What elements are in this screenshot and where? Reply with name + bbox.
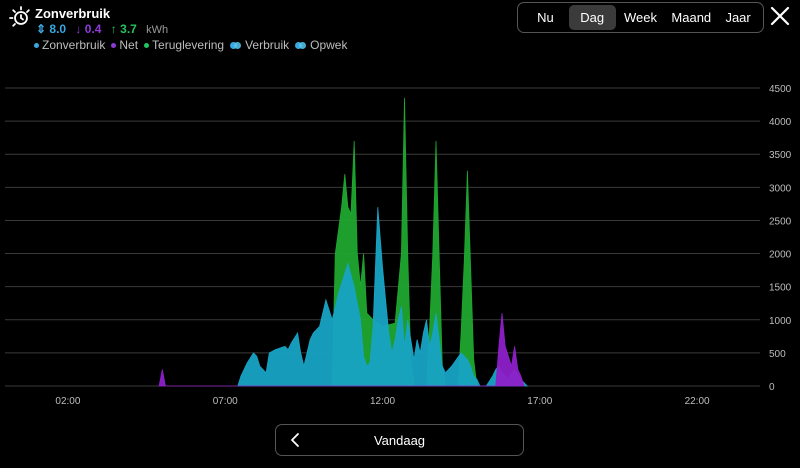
y-tick-label: 4000 (769, 117, 792, 128)
y-tick-label: 3500 (769, 150, 792, 161)
y-tick-label: 2500 (769, 216, 792, 227)
legend-dot-icon (111, 42, 117, 48)
legend-item-teruglevering[interactable]: Teruglevering (144, 38, 224, 52)
series-area-teruglevering (331, 97, 478, 387)
y-tick-label: 3000 (769, 183, 792, 194)
y-tick-label: 4500 (769, 84, 792, 95)
x-tick-label: 02:00 (55, 396, 80, 407)
y-tick-label: 2000 (769, 250, 792, 261)
y-tick-label: 500 (769, 349, 786, 360)
legend-dot-icon (34, 42, 39, 48)
period-navigator: Vandaag (275, 424, 524, 456)
chevron-left-icon[interactable] (286, 430, 306, 450)
legend-label: Opwek (310, 38, 348, 52)
tab-week[interactable]: Week (623, 10, 657, 25)
tab-jaar[interactable]: Jaar (725, 10, 751, 25)
header: Zonverbruik (8, 5, 110, 29)
totals-row: ⇕ 8.0 ↓ 0.4 ↑ 3.7 kWh (36, 22, 171, 36)
y-tick-label: 1500 (769, 283, 792, 294)
series-area-net (158, 313, 525, 387)
total-net: ↓ 0.4 (75, 22, 102, 36)
close-icon[interactable] (768, 4, 792, 28)
y-tick-label: 1000 (769, 316, 792, 327)
legend-item-verbruik[interactable]: Verbruik (230, 38, 289, 52)
y-tick-label: 0 (769, 382, 775, 393)
period-label: Vandaag (373, 433, 426, 448)
total-sun: ⇕ 8.0 (36, 22, 67, 36)
legend-double-dot-icon (230, 41, 242, 49)
total-net-value: 0.4 (84, 22, 102, 36)
page-title: Zonverbruik (35, 5, 111, 21)
tab-nu[interactable]: Nu (537, 10, 554, 25)
legend-label: Teruglevering (152, 38, 225, 52)
total-unit: kWh (146, 24, 169, 36)
x-tick-label: 22:00 (685, 396, 710, 407)
sun-clock-icon (9, 6, 30, 27)
legend-item-zonverbruik[interactable]: Zonverbruik (34, 38, 105, 52)
chart-legend: Zonverbruik Net Teruglevering Verbruik O… (34, 38, 347, 52)
total-sun-value: 8.0 (49, 22, 67, 36)
x-tick-label: 12:00 (370, 396, 395, 407)
series-area-zonverbruik (237, 207, 529, 387)
legend-item-opwek[interactable]: Opwek (295, 38, 347, 52)
legend-item-net[interactable]: Net (111, 38, 138, 52)
period-tabs: Nu Dag Week Maand Jaar (517, 2, 764, 33)
energy-chart: 0 500 1000 1500 2000 2500 3000 3500 4000 4500 02:0… (5, 84, 792, 407)
legend-label: Zonverbruik (42, 38, 106, 52)
legend-label: Verbruik (245, 38, 290, 52)
legend-dot-icon (144, 42, 150, 48)
legend-double-dot-icon (295, 41, 307, 49)
x-tick-label: 17:00 (527, 396, 552, 407)
total-feed: ↑ 3.7 (110, 22, 137, 36)
x-tick-label: 07:00 (213, 396, 238, 407)
legend-label: Net (119, 38, 139, 52)
tab-maand[interactable]: Maand (671, 10, 712, 25)
title-row: Zonverbruik (8, 5, 110, 29)
total-feed-value: 3.7 (120, 22, 137, 36)
tab-dag[interactable]: Dag (568, 5, 616, 30)
